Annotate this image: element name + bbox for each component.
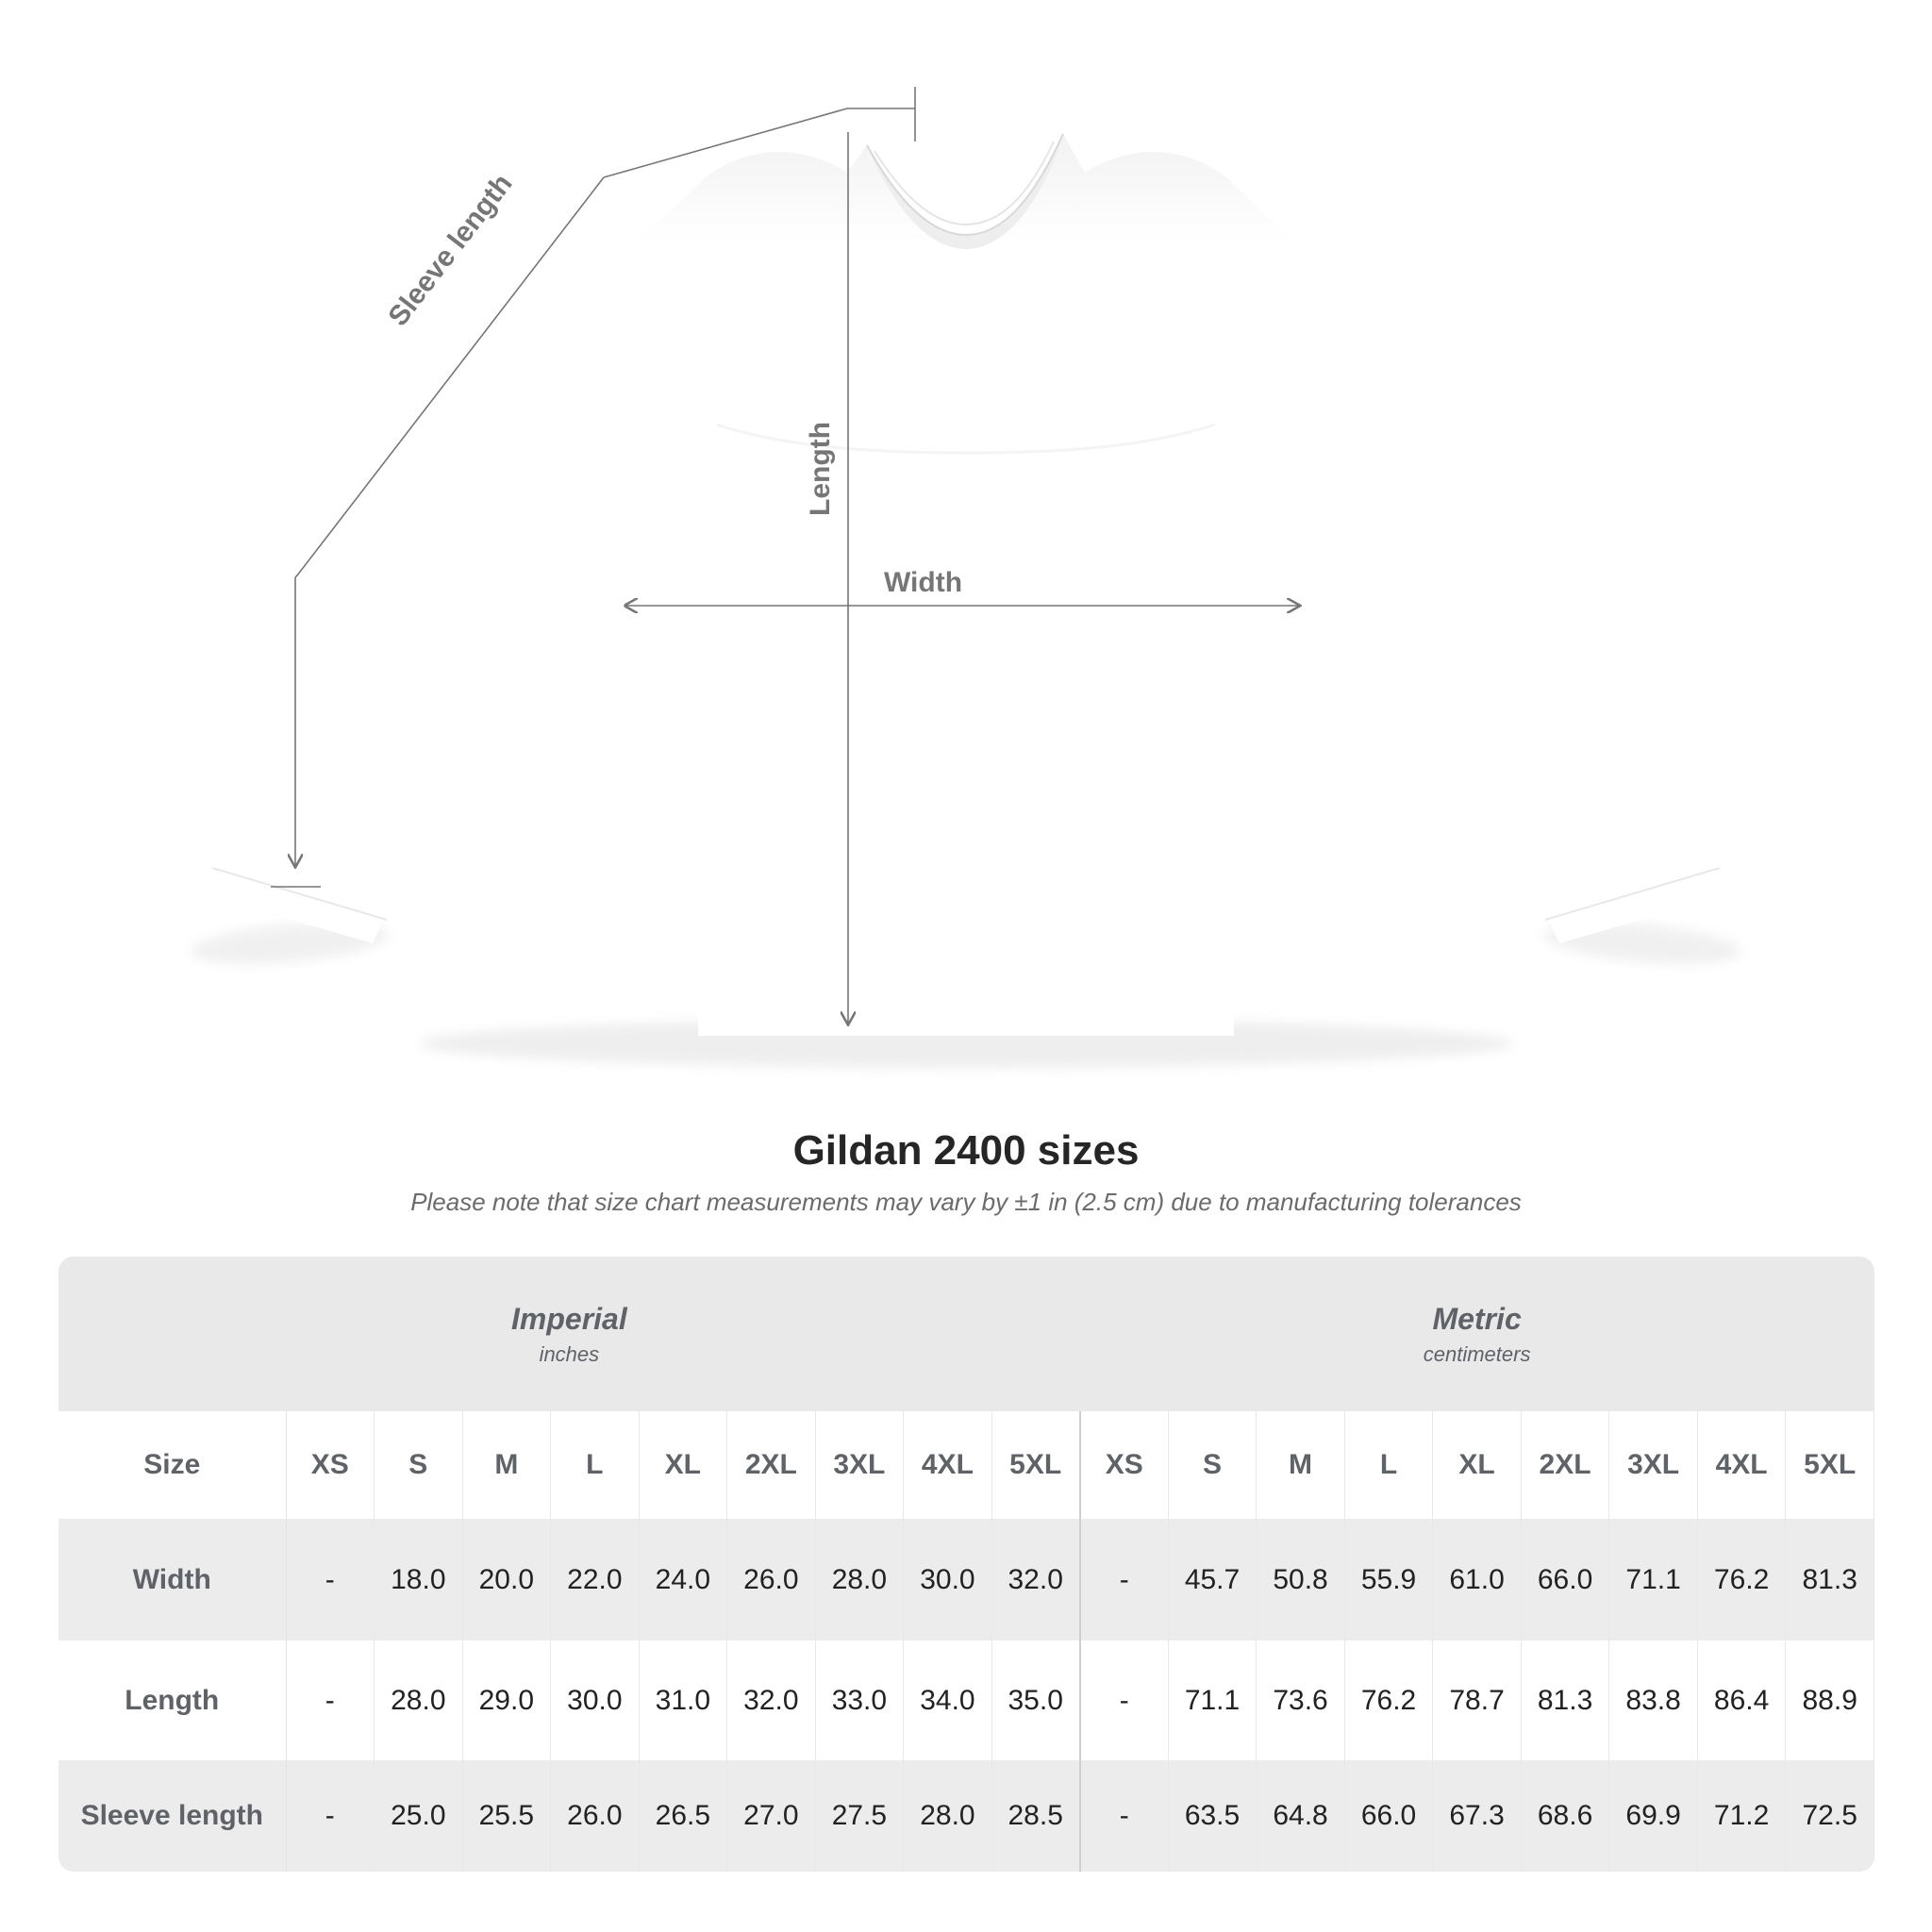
svg-text:Sleeve length: Sleeve length (382, 169, 518, 332)
svg-text:Length: Length (805, 422, 836, 516)
svg-text:Width: Width (884, 567, 962, 598)
